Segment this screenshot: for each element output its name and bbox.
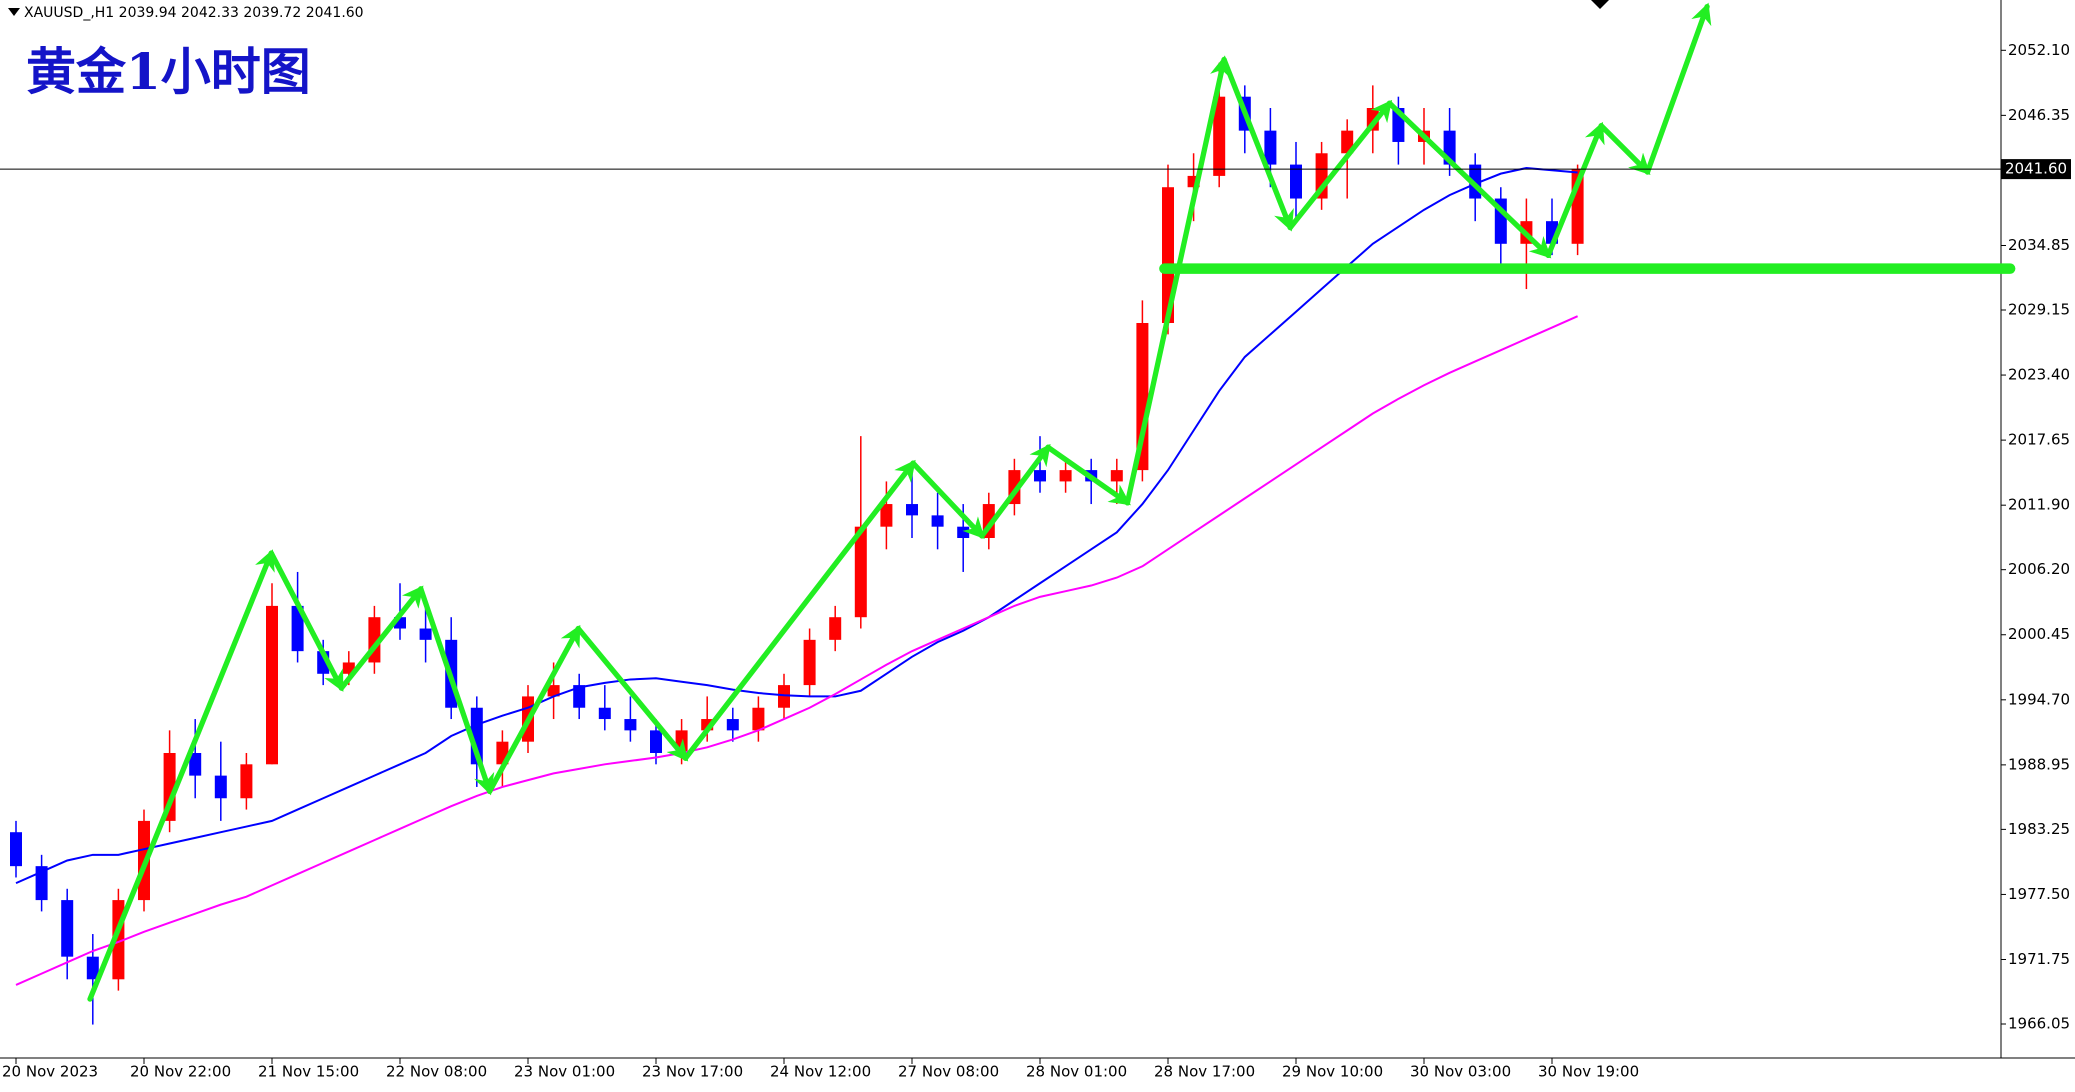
candle-body bbox=[240, 764, 253, 799]
y-tick-label: 1988.95 bbox=[2008, 755, 2070, 773]
candle-body bbox=[419, 628, 432, 640]
candle-body bbox=[86, 956, 99, 980]
y-tick-label: 2017.65 bbox=[2008, 431, 2070, 449]
candle-body bbox=[906, 504, 918, 516]
candle-body bbox=[1187, 175, 1200, 188]
moving-average bbox=[15, 166, 1578, 885]
candle-body bbox=[957, 526, 970, 538]
candle-body bbox=[214, 775, 227, 799]
candle-body bbox=[624, 719, 637, 731]
candle-body bbox=[10, 832, 22, 867]
x-tick-label: 23 Nov 17:00 bbox=[642, 1063, 743, 1081]
arrow bbox=[1287, 99, 1393, 231]
arrow bbox=[1045, 444, 1131, 506]
candle-body bbox=[1136, 323, 1149, 471]
x-tick-label: 22 Nov 08:00 bbox=[386, 1063, 487, 1081]
candle-body bbox=[547, 685, 560, 697]
candle-body bbox=[394, 617, 406, 629]
current-price-label: 2041.60 bbox=[2005, 160, 2067, 178]
x-tick-label: 23 Nov 01:00 bbox=[514, 1063, 615, 1081]
x-tick-label: 30 Nov 03:00 bbox=[1410, 1063, 1511, 1081]
candle-body bbox=[1059, 470, 1072, 482]
arrow bbox=[910, 460, 985, 540]
arrow bbox=[575, 625, 689, 762]
arrow bbox=[682, 459, 916, 761]
candle-body bbox=[1290, 164, 1302, 199]
arrow bbox=[1545, 121, 1605, 259]
y-tick-label: 2011.90 bbox=[2008, 496, 2070, 514]
current-price-box bbox=[2001, 159, 2071, 180]
candle-body bbox=[1264, 130, 1277, 165]
candle-body bbox=[1341, 130, 1354, 154]
candle-body bbox=[189, 752, 202, 776]
y-tick-label: 2046.35 bbox=[2008, 106, 2070, 124]
symbol-header: XAUUSD_,H1 2039.94 2042.33 2039.72 2041.… bbox=[24, 5, 364, 21]
x-tick-label: 30 Nov 19:00 bbox=[1538, 1063, 1639, 1081]
y-tick-label: 2006.20 bbox=[2008, 560, 2070, 578]
arrow bbox=[1221, 56, 1294, 232]
candle-body bbox=[35, 866, 48, 901]
candle-body bbox=[854, 526, 867, 618]
arrow bbox=[268, 550, 345, 692]
menu-icon bbox=[8, 8, 20, 16]
candle-body bbox=[931, 515, 944, 527]
candle-body bbox=[701, 719, 714, 731]
arrow bbox=[418, 586, 495, 796]
candle-body bbox=[573, 685, 586, 708]
candle-body bbox=[598, 707, 611, 720]
x-tick-label: 28 Nov 01:00 bbox=[1026, 1063, 1127, 1081]
x-tick-label: 20 Nov 2023 bbox=[2, 1063, 98, 1081]
candle-body bbox=[1162, 187, 1174, 324]
arrow bbox=[1386, 100, 1552, 259]
candle-body bbox=[726, 719, 739, 731]
candle-body bbox=[880, 504, 893, 527]
y-tick-label: 2023.40 bbox=[2008, 366, 2070, 384]
candle-body bbox=[61, 900, 74, 957]
moving-average bbox=[15, 315, 1579, 986]
x-tick-label: 28 Nov 17:00 bbox=[1154, 1063, 1255, 1081]
candle-body bbox=[829, 617, 842, 640]
y-tick-label: 2029.15 bbox=[2008, 300, 2070, 318]
arrow bbox=[1598, 123, 1651, 176]
candle-body bbox=[650, 730, 662, 753]
x-tick-label: 27 Nov 08:00 bbox=[898, 1063, 999, 1081]
annotation-drawing bbox=[87, 2, 2016, 1002]
arrow bbox=[87, 549, 275, 1002]
x-tick-label: 21 Nov 15:00 bbox=[258, 1063, 359, 1081]
shift-marker bbox=[1591, 0, 1609, 9]
x-tick-label: 20 Nov 22:00 bbox=[130, 1063, 231, 1081]
y-tick-label: 2000.45 bbox=[2008, 625, 2070, 643]
arrow bbox=[1644, 2, 1712, 175]
y-tick-label: 1971.75 bbox=[2008, 950, 2070, 968]
y-tick-label: 1994.70 bbox=[2008, 690, 2070, 708]
candle-body bbox=[1034, 470, 1046, 482]
candle-body bbox=[752, 707, 765, 731]
x-tick-label: 24 Nov 12:00 bbox=[770, 1063, 871, 1081]
chart-title: 黄金1小时图 bbox=[26, 42, 311, 101]
arrow bbox=[1124, 55, 1231, 506]
candle-body bbox=[291, 605, 304, 652]
y-tick-label: 1983.25 bbox=[2008, 820, 2070, 838]
arrow bbox=[486, 624, 581, 794]
candle-body bbox=[266, 605, 278, 765]
candle-body bbox=[1213, 96, 1226, 176]
arrow bbox=[979, 443, 1051, 539]
candle-body bbox=[1110, 470, 1123, 482]
candle-body bbox=[803, 639, 816, 686]
y-tick-label: 2052.10 bbox=[2008, 41, 2070, 59]
y-tick-label: 1966.05 bbox=[2008, 1015, 2070, 1033]
y-tick-label: 1977.50 bbox=[2008, 885, 2070, 903]
x-tick-label: 29 Nov 10:00 bbox=[1282, 1063, 1383, 1081]
arrow bbox=[338, 585, 424, 691]
candle-body bbox=[778, 685, 790, 708]
candle-body bbox=[342, 662, 355, 674]
y-tick-label: 2034.85 bbox=[2008, 236, 2070, 254]
